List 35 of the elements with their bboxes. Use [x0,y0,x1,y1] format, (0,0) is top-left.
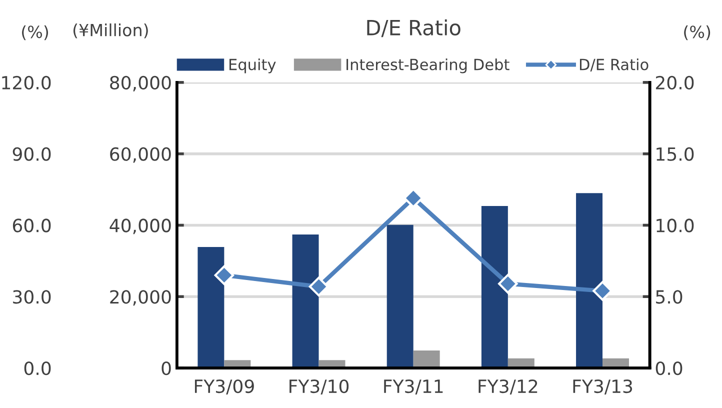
chart-title: D/E Ratio [367,19,460,38]
y-tick-label: 60,000 [110,147,171,163]
x-tick-label: FY3/11 [384,379,443,395]
bar [292,234,319,368]
bar [386,224,414,368]
x-tick-label: FY3/09 [194,379,254,395]
y-tick-label: 0 [162,361,171,376]
y3-tick-label: 60.0 [12,218,51,232]
point [214,265,234,286]
y2-tick-label: 0.0 [656,361,682,376]
y-tick-label: 20,000 [110,290,171,306]
y2-tick-label: 15.0 [656,147,694,161]
y2-axis-title: (%) [684,25,710,40]
y-tick-label: 80,000 [110,76,171,92]
y-axis-title: (¥Million) [73,23,148,38]
y3-tick-label: 120.0 [2,76,51,90]
y3-tick-label: 0.0 [24,361,51,376]
bar [198,246,224,368]
y3-tick-label: 90.0 [12,147,51,161]
bar [413,350,440,368]
x-tick-label: FY3/13 [573,379,632,395]
point [498,274,518,294]
legend-label: Interest-Bearing Debt [346,58,510,74]
x-tick-label: FY3/10 [290,379,349,395]
y3-tick-label: 30.0 [13,290,51,304]
y2-tick-label: 10.0 [656,218,694,232]
y-tick-label: 40,000 [110,218,171,234]
bar [576,193,603,368]
legend-label: Equity [229,58,276,74]
y3-axis-title: (%) [22,25,48,40]
legend-label: D/E Ratio [580,58,648,72]
bar [481,206,508,368]
x-tick-label: FY3/12 [478,379,538,395]
y2-tick-label: 5.0 [656,290,682,304]
y2-tick-label: 20.0 [656,76,694,90]
